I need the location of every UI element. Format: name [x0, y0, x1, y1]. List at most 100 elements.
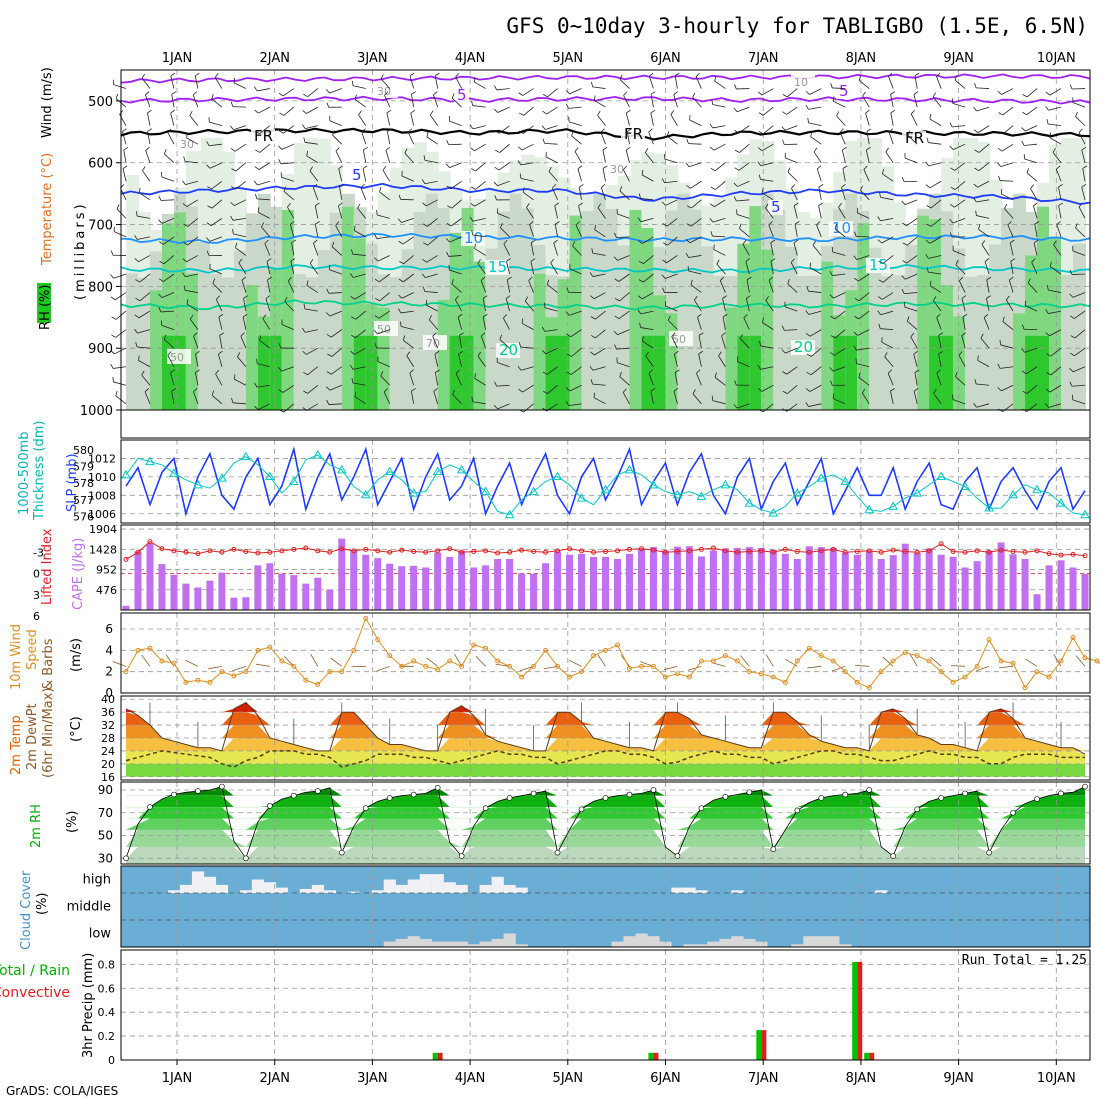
wind-barb-flag [1004, 204, 1008, 209]
cloud-labels: Cloud Cover (%) [19, 870, 50, 950]
wind-barb [791, 188, 798, 200]
wind-barb [385, 150, 391, 163]
wind-barb-flag [1022, 111, 1027, 116]
li-marker [219, 549, 225, 555]
rh-band-mid [126, 273, 139, 410]
li-marker [195, 551, 201, 557]
wind-barb-flag [493, 405, 498, 410]
wind-barb-flag [158, 278, 164, 282]
wind-barb [434, 75, 439, 89]
cloud-bar [299, 888, 313, 893]
wind-barb [905, 273, 918, 280]
wind-barb-flag [810, 131, 813, 137]
wind-barb-flag [230, 125, 234, 131]
wind-barb-flag [158, 195, 162, 201]
li-marker [770, 549, 776, 555]
wind-barb [314, 224, 319, 237]
contour-label: 30 [180, 138, 194, 151]
rh-band-moist [1013, 313, 1027, 410]
rh-band-mid [989, 244, 1003, 410]
wind-barb-flag [134, 314, 140, 319]
wind-barb [976, 106, 990, 112]
wind-barb-flag [193, 332, 198, 337]
wind-barb [383, 391, 391, 404]
wind-barb-flag [135, 279, 140, 283]
wind-barb [307, 384, 319, 394]
cloud-bar [731, 936, 744, 947]
wind-barb [138, 255, 151, 263]
wind-speed-marker [1034, 669, 1040, 675]
wind-barb [808, 403, 822, 407]
wind-barb-flag [644, 148, 649, 153]
wind-barb-flag [158, 241, 164, 245]
thickness-marker [288, 476, 299, 485]
wind-barb-flag [302, 327, 306, 333]
wind-barb-flag [973, 106, 978, 112]
wind-tick-label: 4 [105, 643, 113, 657]
upper-wind-label: Wind (m/s) [40, 67, 55, 138]
wind-barb [1081, 150, 1086, 163]
wind-barb-flag [134, 328, 138, 334]
wind-barb [185, 273, 199, 278]
wind-barb-flag [613, 256, 618, 261]
wind-barb [1026, 384, 1038, 394]
wind-barb-flag [565, 311, 570, 316]
wind-speed-marker [818, 653, 824, 659]
wind-barb-flag [425, 300, 428, 306]
wind-barb-flag [363, 146, 368, 151]
wind-barb [857, 329, 870, 336]
wind-barb [858, 310, 870, 320]
wind-barb-flag [961, 295, 967, 299]
cloud-bar [203, 876, 217, 893]
wind-barb [496, 384, 510, 387]
rh-marker [147, 804, 153, 810]
wind-barb-flag [619, 371, 622, 377]
wind-barb-flag [743, 313, 748, 319]
wind-barb-flag [207, 186, 212, 190]
wind-barb [568, 106, 582, 109]
wind-barb-flag [913, 91, 919, 95]
wind-barb [664, 180, 678, 184]
wind-barb [762, 403, 774, 413]
surface-wind-barb [740, 655, 750, 667]
li-marker [842, 549, 848, 555]
wind-barb [882, 173, 894, 182]
cape-bar [661, 550, 669, 610]
contour-label: 50 [672, 333, 686, 346]
wind-barb [338, 205, 343, 219]
thickness-marker [408, 488, 419, 497]
cloud-bar [803, 936, 816, 947]
wind-barb [330, 366, 343, 375]
cape-bar [122, 605, 130, 610]
wind-barb-flag [432, 332, 437, 337]
wind-barb [978, 143, 990, 153]
wind-barb-flag [1069, 84, 1073, 90]
wind-barb-flag [1046, 285, 1049, 291]
wind-barb-flag [890, 109, 896, 114]
wind-barb-flag [834, 223, 837, 229]
wind-speed-marker [579, 669, 585, 675]
wind-barb-flag [1081, 183, 1087, 188]
cloud-bar [215, 884, 229, 893]
wind-barb-flag [494, 166, 500, 171]
contour-label: 20 [499, 341, 518, 359]
cape-bar [613, 559, 621, 610]
wind-speed-marker [399, 663, 405, 669]
wind-barb-flag [733, 196, 737, 202]
contour-label: 10 [794, 76, 808, 89]
wind-barb [810, 347, 822, 357]
wind-barb-flag [661, 274, 666, 279]
surface-wind-barb [232, 665, 247, 672]
wind-speed-marker [866, 685, 872, 691]
wind-barb-flag [721, 332, 726, 337]
wind-barb [211, 394, 223, 405]
wind-barb-flag [230, 201, 235, 206]
wind-barb-flag [278, 92, 284, 97]
wind-barb [523, 125, 534, 134]
wind-barb [243, 298, 247, 312]
wind-barb [544, 329, 558, 332]
wind-barb-flag [759, 340, 761, 346]
thickness-marker [912, 488, 923, 497]
wind-barb-flag [315, 202, 320, 206]
